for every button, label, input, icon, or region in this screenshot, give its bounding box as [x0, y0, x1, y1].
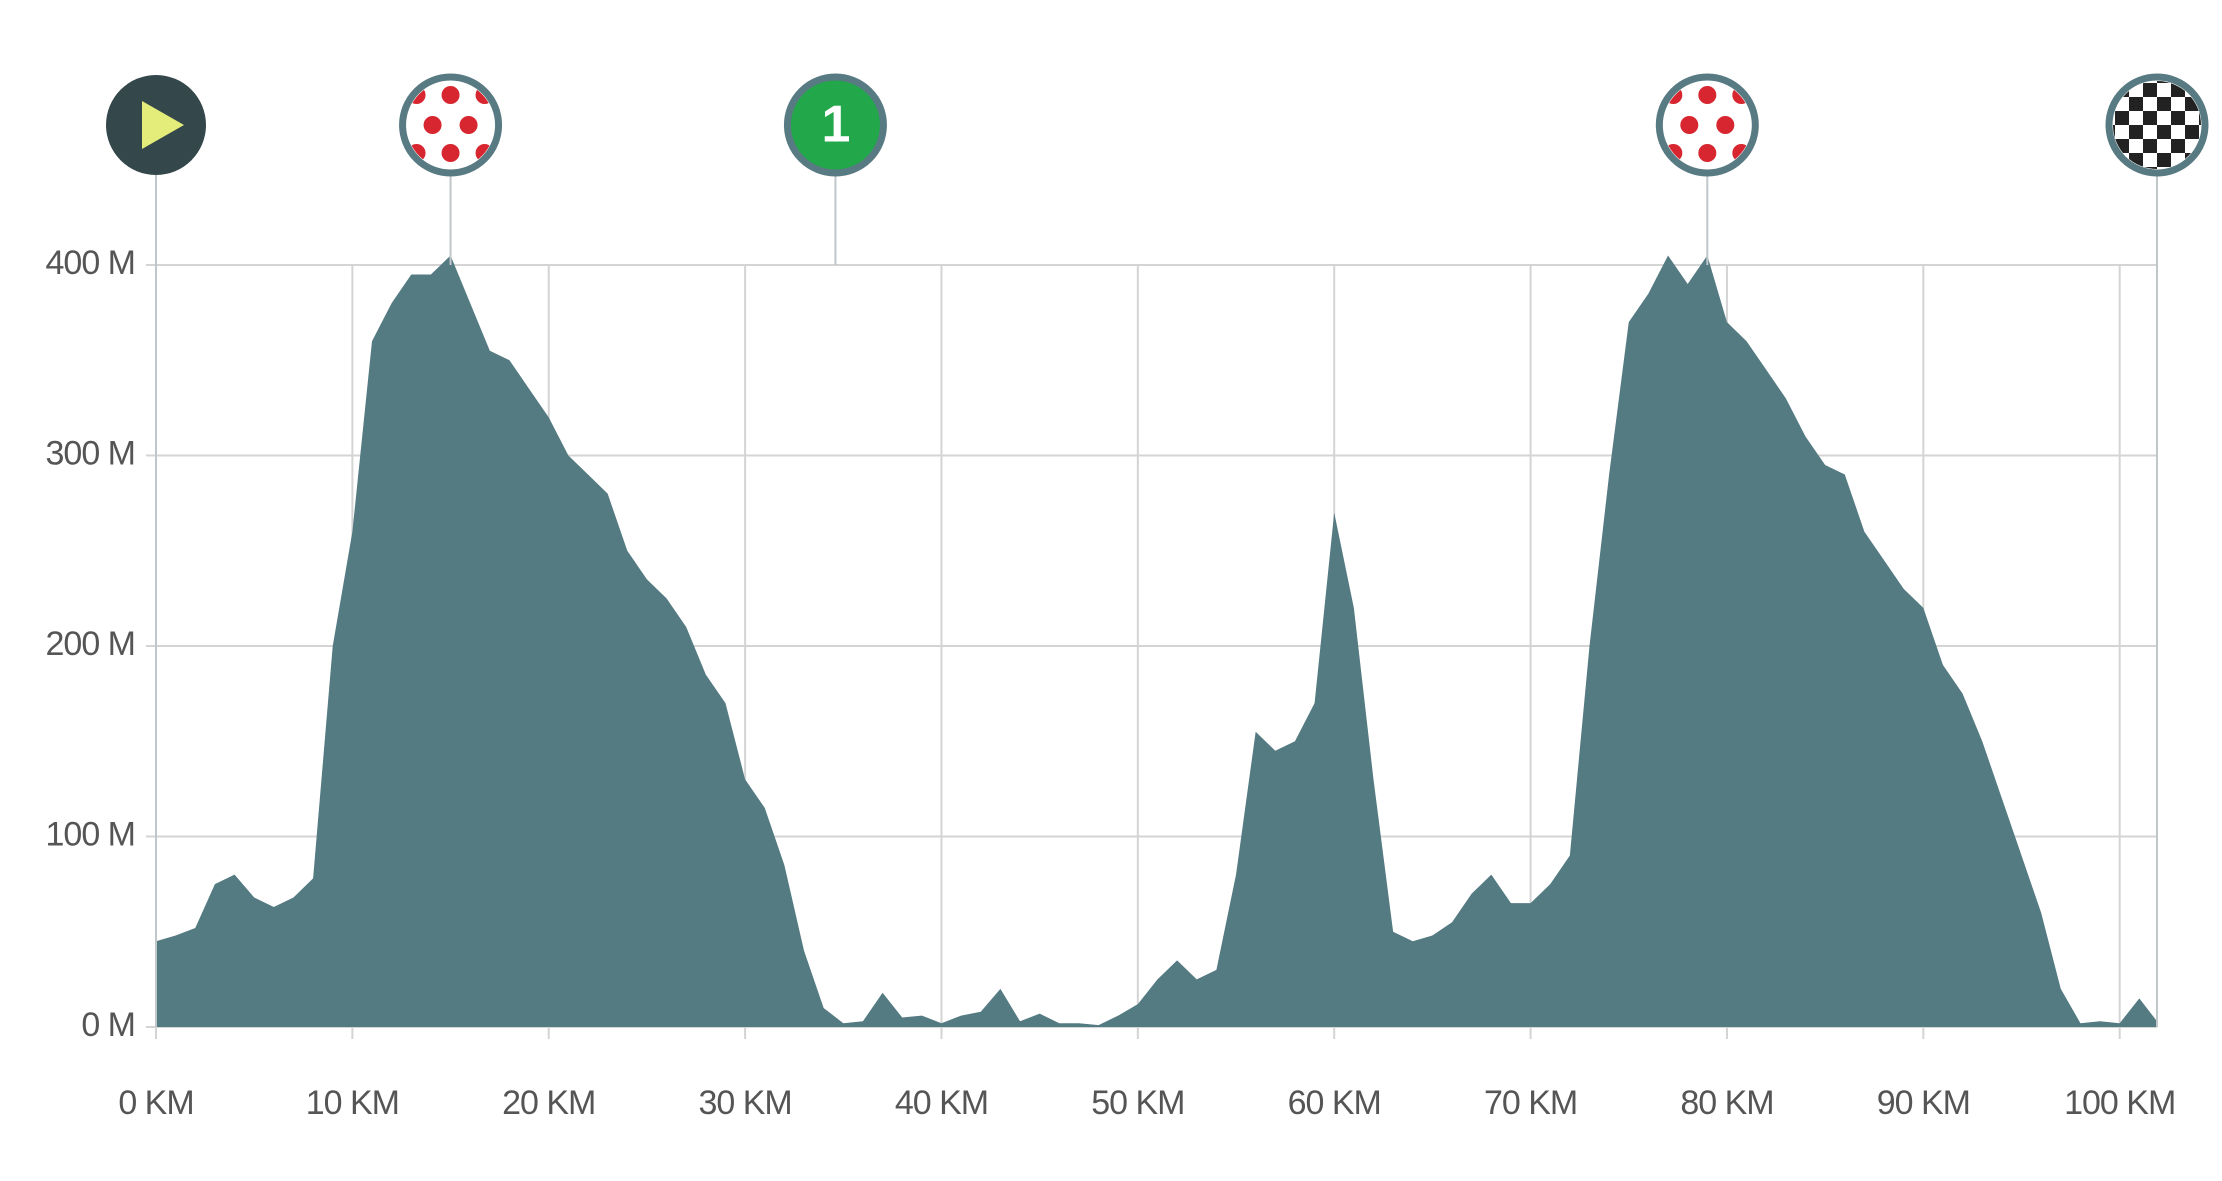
marker-climb [399, 73, 503, 177]
x-tick-label: 80 KM [1680, 1084, 1773, 1122]
check [2185, 81, 2199, 83]
check [2115, 167, 2129, 169]
elevation-area [156, 255, 2157, 1028]
check [2113, 153, 2115, 167]
check [2157, 81, 2171, 83]
polka-dot [441, 86, 460, 104]
check [2129, 125, 2143, 139]
marker-circle [783, 73, 887, 177]
sprint-label: 1 [821, 96, 849, 154]
marker-circle [399, 73, 503, 177]
y-tick-label: 100 M [46, 815, 136, 853]
marker-start [106, 75, 206, 175]
marker-finish [2105, 73, 2209, 177]
y-tick-label: 0 M [81, 1006, 135, 1044]
y-tick-label: 200 M [46, 625, 136, 663]
check [2171, 111, 2185, 125]
check [2199, 111, 2201, 125]
y-tick-label: 400 M [46, 244, 136, 282]
check [2157, 97, 2171, 111]
marker-ring [2105, 73, 2209, 177]
x-tick-label: 50 KM [1091, 1084, 1184, 1122]
check [2143, 111, 2157, 125]
check [2143, 83, 2157, 97]
polka-dot [423, 116, 442, 134]
y-tick-label: 300 M [46, 434, 136, 472]
polka-dot [1680, 116, 1699, 134]
x-tick-label: 20 KM [502, 1084, 595, 1122]
polka-dot [441, 144, 460, 162]
x-tick-label: 90 KM [1877, 1084, 1970, 1122]
check [2115, 111, 2129, 125]
check [2157, 125, 2171, 139]
check [2199, 83, 2201, 97]
x-tick-label: 100 KM [2064, 1084, 2175, 1122]
check [2171, 139, 2185, 153]
check [2199, 167, 2201, 169]
check [2185, 125, 2199, 139]
polka-dot [1698, 144, 1717, 162]
marker-circle [1655, 73, 1759, 177]
x-tick-label: 40 KM [895, 1084, 988, 1122]
marker-climb [1655, 73, 1759, 177]
check [2129, 97, 2143, 111]
x-tick-label: 0 KM [118, 1084, 193, 1122]
x-tick-label: 10 KM [306, 1084, 399, 1122]
play-icon [142, 101, 184, 149]
check [2113, 125, 2115, 139]
check [2143, 139, 2157, 153]
check [2157, 153, 2171, 167]
polka-dot [1716, 116, 1735, 134]
x-tick-label: 30 KM [698, 1084, 791, 1122]
polka-dot [459, 116, 478, 134]
check [2113, 81, 2115, 83]
check [2143, 167, 2157, 169]
marker-sprint: 1 [783, 73, 887, 177]
x-tick-label: 60 KM [1288, 1084, 1381, 1122]
x-tick-label: 70 KM [1484, 1084, 1577, 1122]
polka-dot [1698, 86, 1717, 104]
